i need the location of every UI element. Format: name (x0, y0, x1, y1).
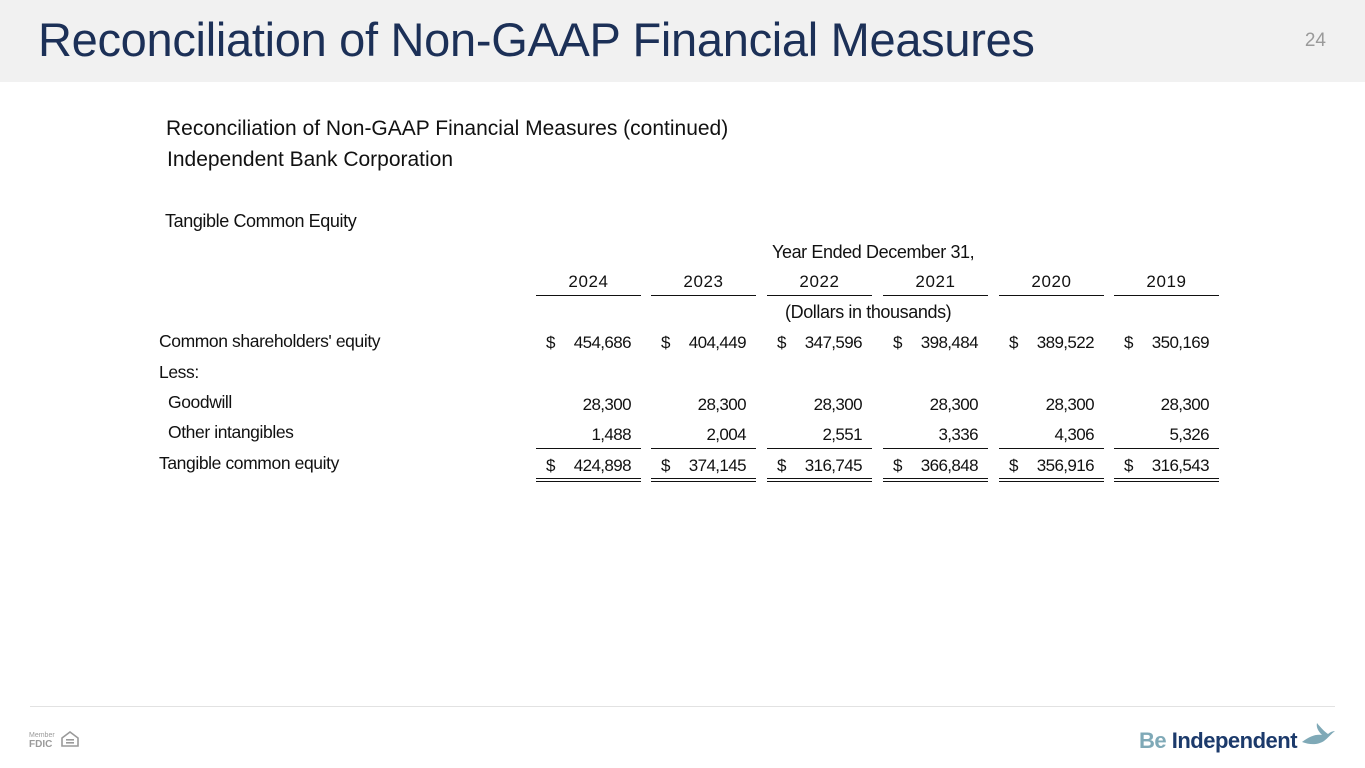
total-double-rule (999, 478, 1104, 482)
cell-value: 454,686 (573, 333, 632, 352)
brand-independent: Independent (1171, 728, 1298, 753)
cell-value: 389,522 (1036, 333, 1095, 352)
total-double-rule (536, 478, 641, 482)
currency-symbol: $ (893, 333, 902, 352)
cell-value: 350,169 (1151, 333, 1210, 352)
currency-symbol: $ (777, 456, 786, 475)
total-double-rule (651, 478, 756, 482)
header-underline (999, 295, 1104, 296)
row-label-tangible-common-equity: Tangible common equity (159, 453, 339, 473)
row-label-common-equity: Common shareholders' equity (159, 331, 381, 351)
cell-value: 5,326 (1169, 425, 1209, 444)
document-subtitle: Independent Bank Corporation (167, 148, 454, 171)
cell-value: 404,449 (688, 333, 747, 352)
footer-divider (30, 706, 1335, 707)
row-label-less: Less: (159, 362, 199, 382)
slide-header: Reconciliation of Non-GAAP Financial Mea… (0, 0, 1365, 82)
cell-value: 28,300 (1045, 395, 1095, 414)
subtotal-rule (651, 448, 756, 449)
fdic-text: FDIC (29, 739, 53, 750)
brand-logo: Be Independent (1139, 728, 1298, 754)
document-title: Reconciliation of Non-GAAP Financial Mea… (166, 117, 729, 140)
currency-symbol: $ (893, 456, 902, 475)
subtotal-rule (883, 448, 988, 449)
year-header: 2022 (799, 272, 840, 291)
currency-symbol: $ (1124, 333, 1133, 352)
cell-value: 2,004 (706, 425, 746, 444)
year-header: 2020 (1031, 272, 1072, 291)
currency-symbol: $ (546, 456, 555, 475)
cell-value: 28,300 (1160, 395, 1210, 414)
year-header: 2024 (568, 272, 609, 291)
cell-value: 374,145 (688, 456, 747, 475)
year-header: 2019 (1146, 272, 1187, 291)
currency-symbol: $ (661, 333, 670, 352)
cell-value: 28,300 (929, 395, 979, 414)
header-underline (651, 295, 756, 296)
page-number: 24 (1304, 30, 1326, 51)
row-label-other-intangibles: Other intangibles (168, 422, 294, 442)
slide-title: Reconciliation of Non-GAAP Financial Mea… (38, 13, 1035, 66)
section-heading: Tangible Common Equity (165, 211, 357, 231)
total-double-rule (883, 478, 988, 482)
cell-value: 28,300 (813, 395, 863, 414)
currency-symbol: $ (1009, 333, 1018, 352)
cell-value: 4,306 (1054, 425, 1094, 444)
bird-logo-icon (1302, 723, 1335, 745)
currency-symbol: $ (1124, 456, 1133, 475)
fdic-member-text: Member (29, 732, 55, 739)
equal-housing-lender-icon (61, 731, 79, 747)
cell-value: 347,596 (804, 333, 863, 352)
subtotal-rule (767, 448, 872, 449)
header-underline (883, 295, 988, 296)
total-double-rule (767, 478, 872, 482)
currency-symbol: $ (1009, 456, 1018, 475)
period-header: Year Ended December 31, (772, 242, 975, 262)
header-underline (1114, 295, 1219, 296)
currency-symbol: $ (546, 333, 555, 352)
currency-symbol: $ (777, 333, 786, 352)
units-label: (Dollars in thousands) (785, 302, 952, 322)
row-label-goodwill: Goodwill (168, 392, 232, 412)
cell-value: 424,898 (573, 456, 632, 475)
brand-be: Be (1139, 728, 1167, 753)
cell-value: 3,336 (938, 425, 978, 444)
cell-value: 316,543 (1151, 456, 1210, 475)
cell-value: 1,488 (591, 425, 631, 444)
subtotal-rule (999, 448, 1104, 449)
header-underline (767, 295, 872, 296)
cell-value: 28,300 (582, 395, 632, 414)
cell-value: 356,916 (1036, 456, 1095, 475)
currency-symbol: $ (661, 456, 670, 475)
total-double-rule (1114, 478, 1219, 482)
cell-value: 366,848 (920, 456, 979, 475)
subtotal-rule (1114, 448, 1219, 449)
cell-value: 316,745 (804, 456, 863, 475)
subtotal-rule (536, 448, 641, 449)
header-underline (536, 295, 641, 296)
year-header: 2021 (915, 272, 956, 291)
cell-value: 2,551 (822, 425, 862, 444)
cell-value: 398,484 (920, 333, 979, 352)
year-header: 2023 (683, 272, 724, 291)
fdic-logo: Member FDIC (29, 731, 55, 750)
cell-value: 28,300 (697, 395, 747, 414)
